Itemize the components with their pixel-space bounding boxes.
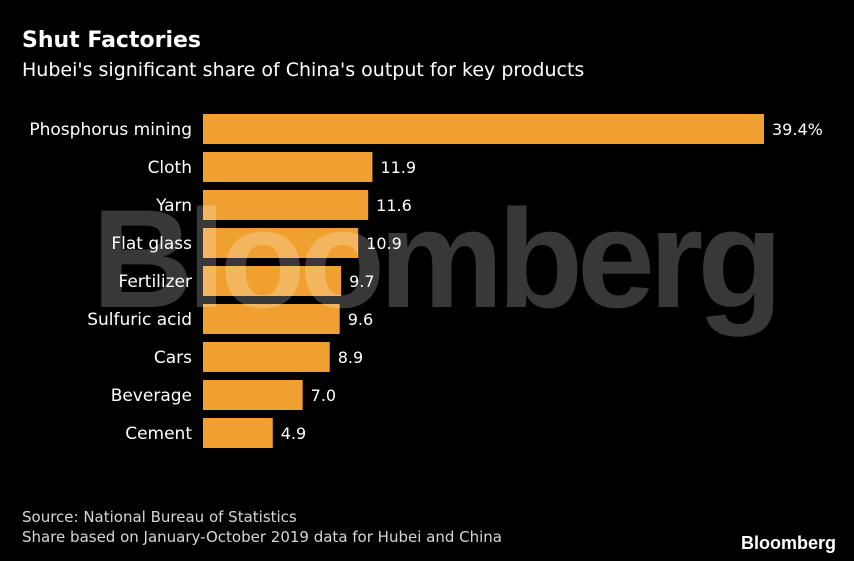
- source-note: Source: National Bureau of Statistics: [22, 508, 297, 526]
- value-label-fertilizer: 9.7: [349, 272, 374, 291]
- category-label-sulfuric-acid: Sulfuric acid: [87, 310, 192, 330]
- bar-cars: [203, 342, 330, 372]
- category-label-cloth: Cloth: [148, 158, 192, 178]
- value-label-beverage: 7.0: [311, 386, 336, 405]
- value-label-yarn: 11.6: [376, 196, 412, 215]
- bar-beverage: [203, 380, 303, 410]
- value-label-cement: 4.9: [281, 424, 306, 443]
- data-note: Share based on January-October 2019 data…: [22, 528, 502, 546]
- bar-flat-glass: [203, 228, 358, 258]
- bar-cement: [203, 418, 273, 448]
- category-label-flat-glass: Flat glass: [111, 234, 192, 254]
- bar-yarn: [203, 190, 368, 220]
- value-label-cars: 8.9: [338, 348, 363, 367]
- category-label-yarn: Yarn: [155, 196, 192, 216]
- value-label-phosphorus-mining: 39.4%: [772, 120, 823, 139]
- category-label-phosphorus-mining: Phosphorus mining: [29, 120, 192, 140]
- category-label-cement: Cement: [125, 424, 192, 444]
- bar-fertilizer: [203, 266, 341, 296]
- bar-cloth: [203, 152, 372, 182]
- chart-subtitle: Hubei's significant share of China's out…: [22, 59, 584, 81]
- brand-logo: Bloomberg: [741, 533, 836, 554]
- value-label-cloth: 11.9: [380, 158, 416, 177]
- bar-sulfuric-acid: [203, 304, 340, 334]
- bar-chart: Phosphorus mining 39.4% Cloth 11.9 Yarn 11.6 F…: [0, 100, 854, 460]
- chart-title: Shut Factories: [22, 28, 201, 53]
- category-label-cars: Cars: [154, 348, 192, 368]
- category-label-fertilizer: Fertilizer: [118, 272, 192, 292]
- category-label-beverage: Beverage: [111, 386, 192, 406]
- value-label-sulfuric-acid: 9.6: [348, 310, 373, 329]
- value-label-flat-glass: 10.9: [366, 234, 402, 253]
- bar-phosphorus-mining: [203, 114, 764, 144]
